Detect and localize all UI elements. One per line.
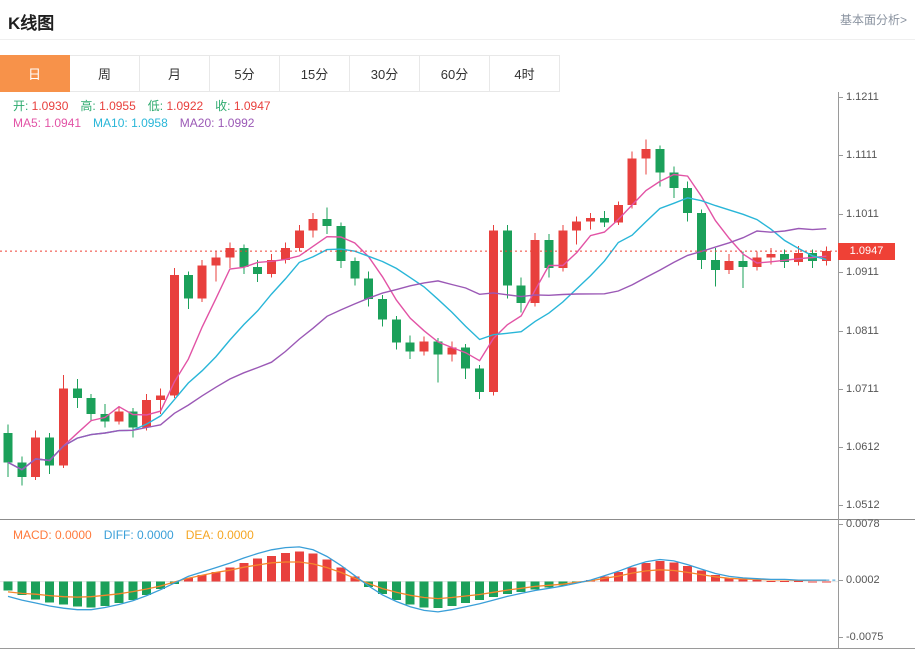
y-axis-label: 1.1011 xyxy=(838,207,879,220)
diff-line xyxy=(7,546,827,613)
axis-border-line xyxy=(838,92,839,649)
legend-item: MA20: 1.0992 xyxy=(179,116,255,130)
y-axis-label: 1.0911 xyxy=(838,266,879,279)
dea-line xyxy=(7,561,827,600)
legend-item: 低: 1.0922 xyxy=(147,99,204,113)
tab-月[interactable]: 月 xyxy=(140,55,210,92)
tab-15分[interactable]: 15分 xyxy=(280,55,350,92)
tab-60分[interactable]: 60分 xyxy=(420,55,490,92)
y-axis-label: 1.0612 xyxy=(838,440,880,453)
legend-item: 收: 1.0947 xyxy=(215,99,271,113)
macd-chart xyxy=(0,546,838,613)
tab-日[interactable]: 日 xyxy=(0,55,70,92)
y-axis-label: 0.0078 xyxy=(838,518,880,530)
macd-legend: MACD: 0.0000 DIFF: 0.0000 DEA: 0.0000 xyxy=(13,528,266,542)
y-axis-label: 1.0711 xyxy=(838,382,879,395)
ohlc-legend: 开: 1.0930 高: 1.0955 低: 1.0922 收: 1.0947 xyxy=(13,97,283,114)
ma-legend: MA5: 1.0941 MA10: 1.0958 MA20: 1.0992 xyxy=(13,116,266,130)
y-axis-label: 1.0512 xyxy=(838,499,880,511)
current-price-tag: 1.0947 xyxy=(838,243,895,260)
macd-y-axis: 0.0078 0.0002 -0.0075 xyxy=(837,518,915,649)
tab-5分[interactable]: 5分 xyxy=(210,55,280,92)
panel-divider xyxy=(0,519,915,520)
tab-4时[interactable]: 4时 xyxy=(490,55,560,92)
y-axis-label: 0.0002 xyxy=(838,574,880,587)
y-axis-label: -0.0075 xyxy=(837,631,884,643)
fundamental-analysis-link[interactable]: 基本面分析> xyxy=(839,13,907,27)
tab-bar: 日周月 5分 15分 30分 60分 4时 xyxy=(0,55,560,92)
legend-item: DEA: 0.0000 xyxy=(185,528,254,542)
y-axis-label: 1.1111 xyxy=(837,149,878,162)
price-y-axis: 1.1211 1.1111 1.1011 1.0911 1.0811 1.0711 1.06… xyxy=(837,91,915,519)
legend-item: 高: 1.0955 xyxy=(80,99,136,113)
legend-item: MA10: 1.0958 xyxy=(93,116,168,130)
ma10-line xyxy=(7,197,827,471)
legend-item: DIFF: 0.0000 xyxy=(103,528,174,542)
y-axis-label: 1.0811 xyxy=(838,324,879,337)
macd-histogram xyxy=(3,551,831,609)
tab-30分[interactable]: 30分 xyxy=(350,55,420,92)
legend-item: 开: 1.0930 xyxy=(13,99,69,113)
legend-item: MA5: 1.0941 xyxy=(13,116,82,130)
legend-item: MACD: 0.0000 xyxy=(13,528,92,542)
page-title: K线图 xyxy=(8,14,55,33)
ma20-line xyxy=(7,227,827,471)
candlestick-series xyxy=(3,139,831,486)
tab-周[interactable]: 周 xyxy=(70,55,140,92)
y-axis-label: 1.1211 xyxy=(838,91,879,103)
price-chart xyxy=(0,139,838,486)
bottom-border-line xyxy=(0,648,915,649)
ma5-line xyxy=(7,173,827,471)
header: K线图 基本面分析> xyxy=(0,0,915,40)
